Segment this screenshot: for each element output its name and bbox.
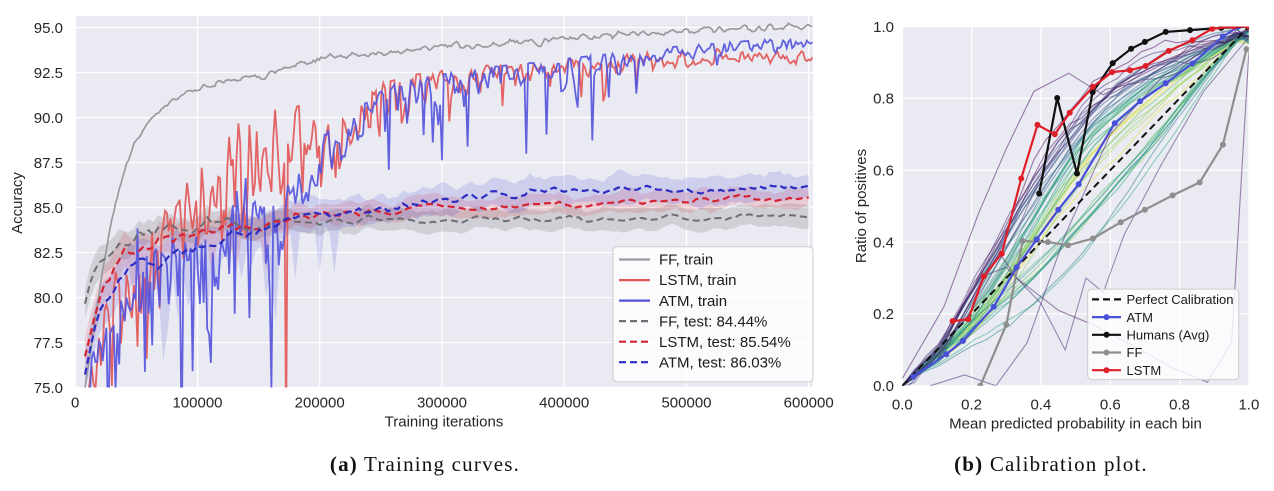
svg-text:Ratio of positives: Ratio of positives	[853, 149, 870, 263]
svg-text:0.8: 0.8	[873, 91, 894, 108]
svg-text:0.2: 0.2	[961, 397, 982, 414]
svg-text:Training iterations: Training iterations	[385, 414, 504, 431]
svg-text:Mean predicted probability in: Mean predicted probability in each bin	[949, 416, 1202, 433]
svg-text:300000: 300000	[417, 395, 467, 412]
svg-text:(b) Calibration plot.: (b) Calibration plot.	[954, 452, 1148, 476]
svg-text:ATM: ATM	[1127, 310, 1153, 325]
svg-text:0.0: 0.0	[873, 378, 894, 395]
svg-text:0.6: 0.6	[873, 163, 894, 180]
svg-text:85.0: 85.0	[34, 200, 63, 217]
svg-text:90.0: 90.0	[34, 110, 63, 127]
svg-text:92.5: 92.5	[34, 65, 63, 82]
svg-text:95.0: 95.0	[34, 20, 63, 37]
svg-text:82.5: 82.5	[34, 245, 63, 262]
svg-text:200000: 200000	[295, 395, 345, 412]
svg-text:80.0: 80.0	[34, 290, 63, 307]
svg-text:500000: 500000	[661, 395, 711, 412]
svg-text:87.5: 87.5	[34, 155, 63, 172]
svg-text:0.2: 0.2	[873, 306, 894, 323]
svg-text:1.0: 1.0	[1238, 397, 1259, 414]
svg-text:1.0: 1.0	[873, 19, 894, 36]
svg-text:400000: 400000	[539, 395, 589, 412]
svg-text:ATM, train: ATM, train	[659, 293, 727, 310]
svg-text:0.8: 0.8	[1169, 397, 1190, 414]
svg-text:0.4: 0.4	[1030, 397, 1051, 414]
svg-text:0: 0	[71, 395, 79, 412]
svg-text:100000: 100000	[172, 395, 222, 412]
svg-text:0.0: 0.0	[892, 397, 913, 414]
svg-text:77.5: 77.5	[34, 335, 63, 352]
svg-text:FF, train: FF, train	[659, 252, 713, 269]
svg-text:600000: 600000	[784, 395, 834, 412]
svg-text:0.4: 0.4	[873, 234, 894, 251]
svg-text:ATM, test: 86.03%: ATM, test: 86.03%	[659, 354, 781, 371]
svg-text:0.6: 0.6	[1100, 397, 1121, 414]
svg-text:Accuracy: Accuracy	[9, 172, 26, 234]
svg-text:FF: FF	[1127, 345, 1143, 360]
svg-text:FF, test: 84.44%: FF, test: 84.44%	[659, 313, 767, 330]
svg-text:(a) Training curves.: (a) Training curves.	[330, 452, 520, 476]
svg-text:Humans (Avg): Humans (Avg)	[1127, 328, 1210, 343]
svg-text:LSTM, train: LSTM, train	[659, 272, 737, 289]
svg-text:LSTM: LSTM	[1127, 363, 1162, 378]
svg-text:LSTM, test: 85.54%: LSTM, test: 85.54%	[659, 334, 791, 351]
svg-text:Perfect Calibration: Perfect Calibration	[1127, 292, 1234, 307]
svg-text:75.0: 75.0	[34, 380, 63, 397]
